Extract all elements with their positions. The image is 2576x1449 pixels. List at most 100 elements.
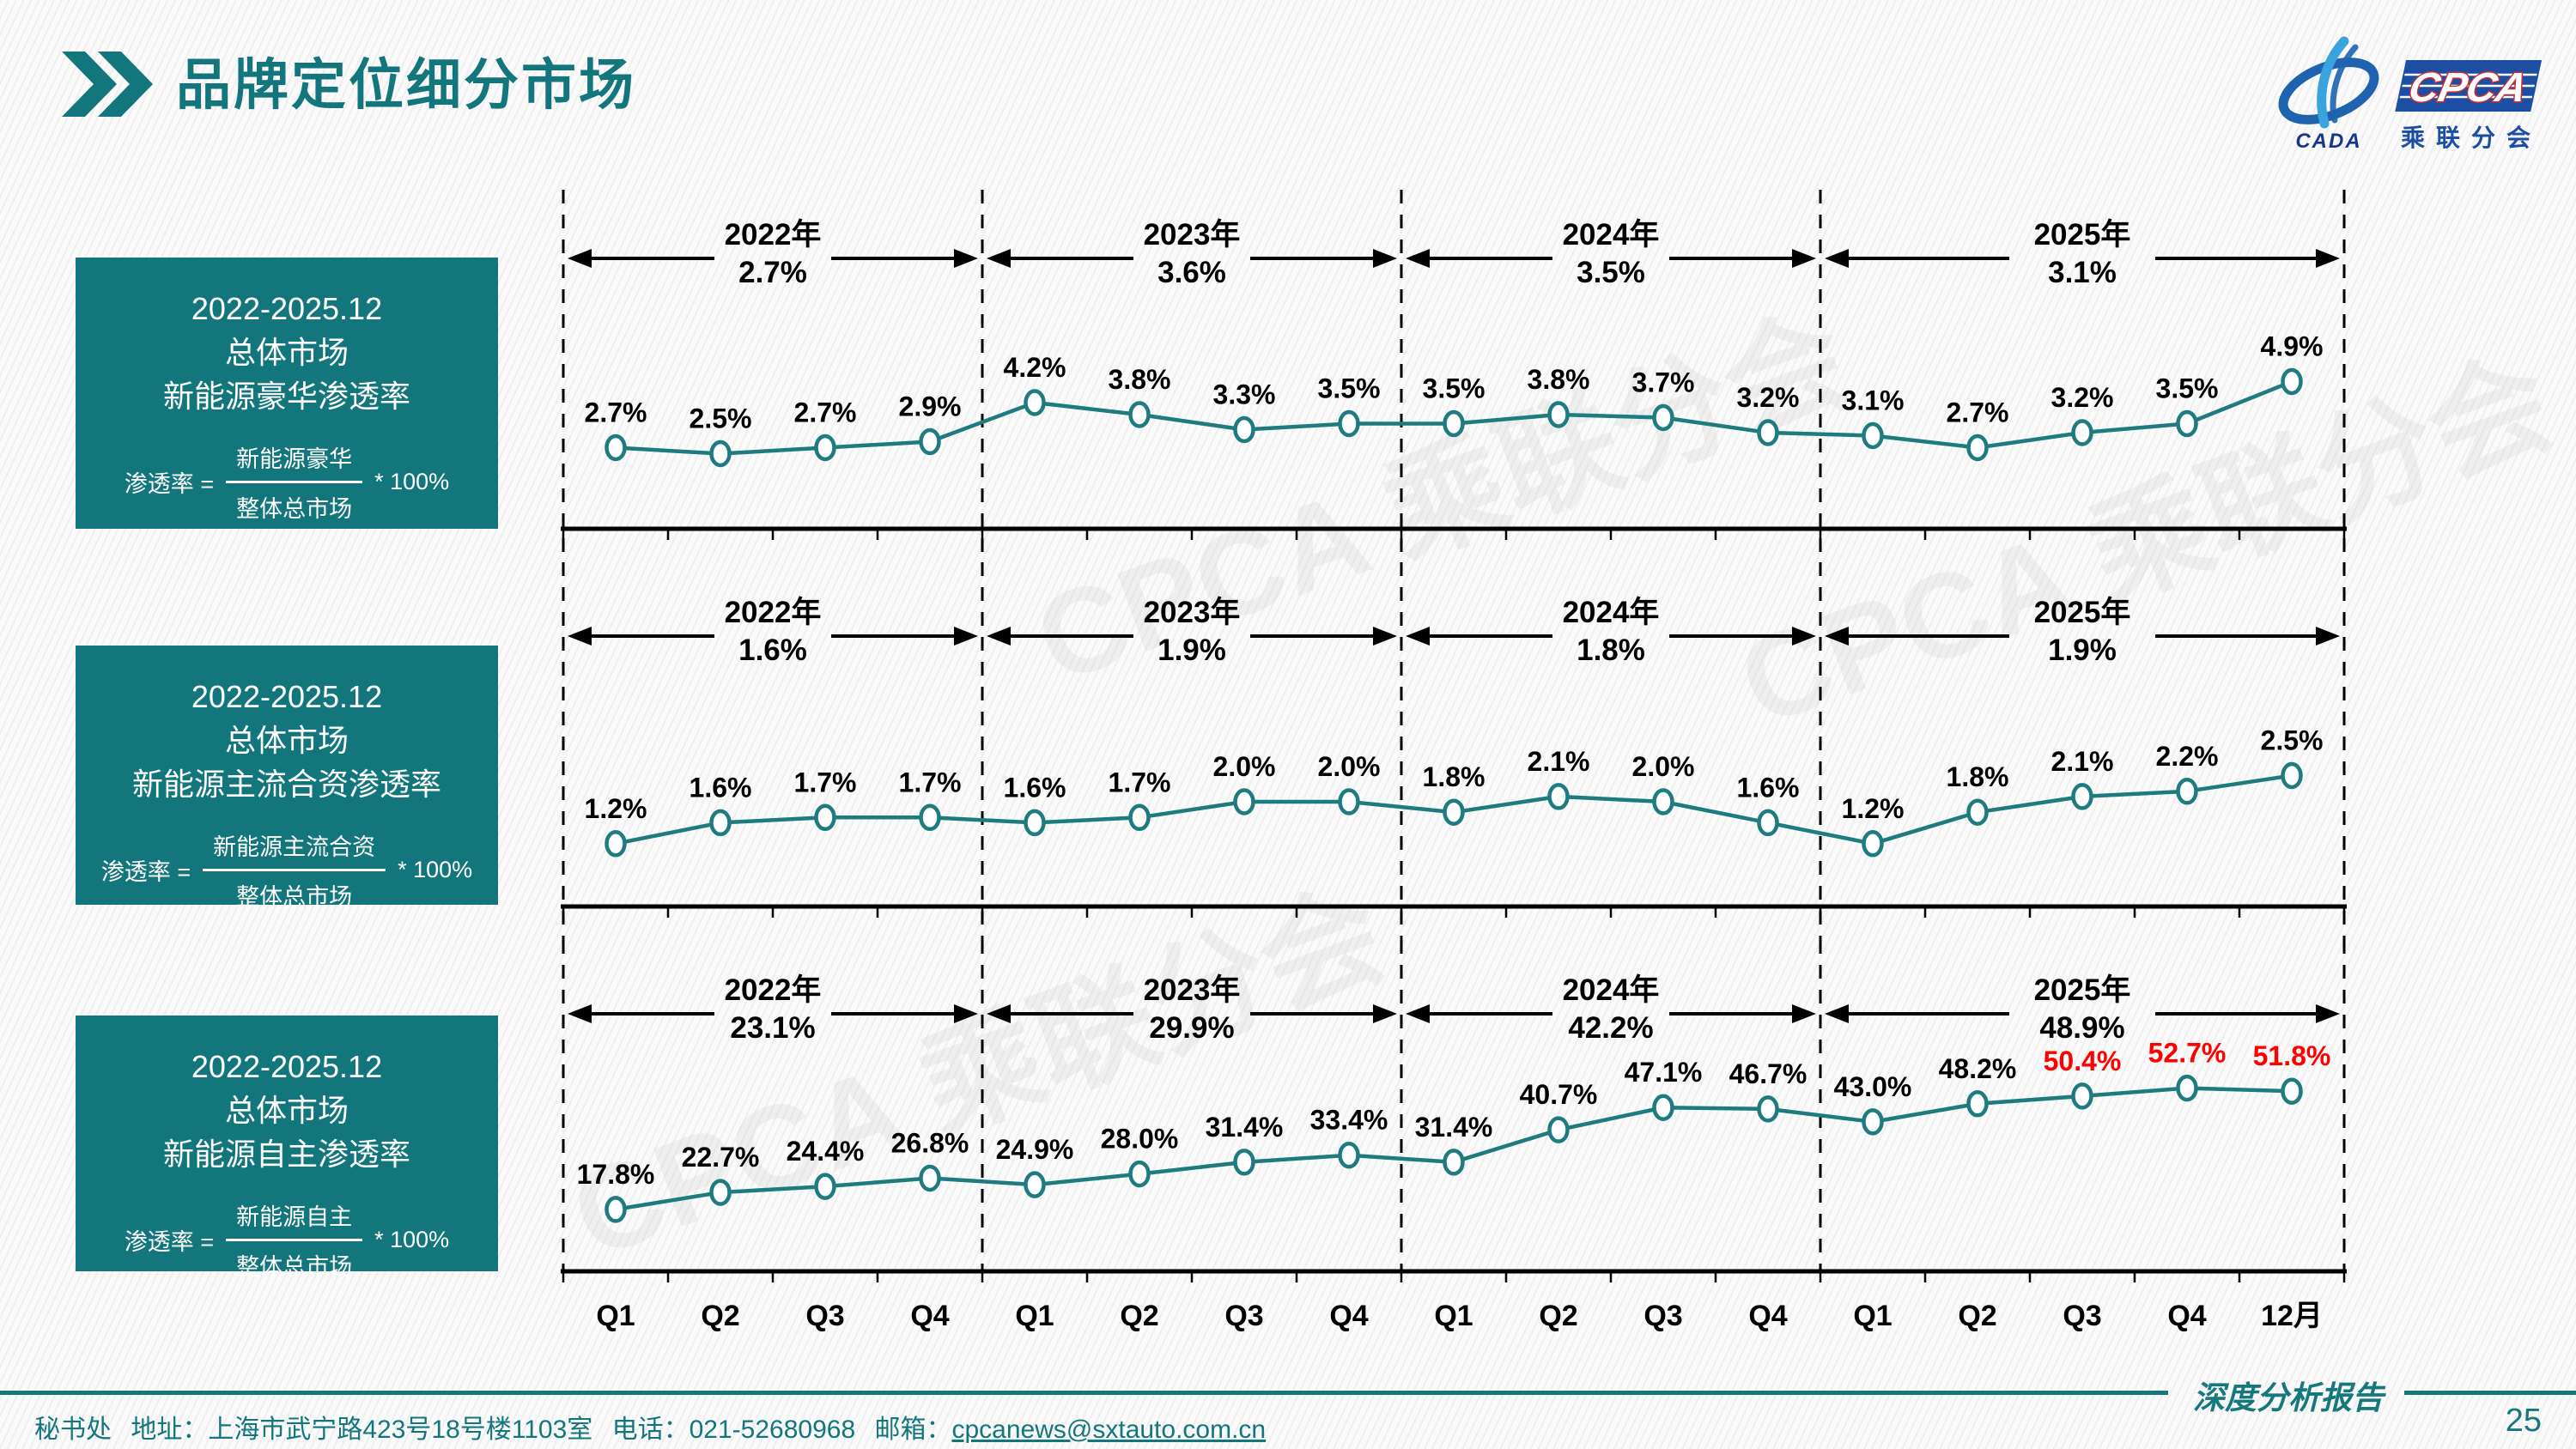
data-label: 3.8% (1528, 364, 1590, 395)
data-label: 2.5% (690, 403, 752, 434)
data-label: 3.1% (1842, 385, 1905, 416)
data-point-marker (919, 1164, 941, 1192)
footer-address: 地址：上海市武宁路423号18号楼1103室 (131, 1416, 593, 1444)
data-label: 46.7% (1729, 1058, 1807, 1089)
report-type: 深度分析报告 (2193, 1381, 2384, 1416)
data-label: 1.6% (1004, 772, 1066, 803)
right-arrowhead-icon (1792, 627, 1816, 646)
left-arrowhead-icon (568, 249, 592, 268)
data-point-marker (2281, 761, 2303, 790)
year-label: 2022年 (725, 596, 822, 629)
data-point-marker (1128, 803, 1151, 832)
info-box-nev-jv: 2022-2025.12 总体市场 新能源主流合资渗透率 渗透率 = 新能源主流… (76, 646, 498, 910)
data-point-marker (1757, 419, 1779, 446)
year-label: 2024年 (1563, 218, 1660, 252)
data-point-marker (814, 803, 836, 832)
left-arrowhead-icon (987, 627, 1011, 646)
title-chevron-icon (62, 52, 153, 117)
x-axis-label: Q4 (1329, 1300, 1368, 1332)
x-axis-label: Q1 (1434, 1300, 1473, 1332)
data-label: 43.0% (1834, 1071, 1912, 1102)
right-arrowhead-icon (1373, 249, 1397, 268)
data-label: 48.2% (1939, 1053, 2017, 1084)
data-label: 17.8% (577, 1159, 655, 1190)
right-arrowhead-icon (1792, 1004, 1816, 1023)
penetration-formula: 渗透率 = 新能源豪华 整体总市场 * 100% (76, 440, 498, 524)
data-label: 3.2% (2051, 382, 2114, 413)
data-point-marker (1024, 809, 1046, 837)
year-average-label: 1.6% (738, 634, 807, 667)
data-label: 2.1% (1528, 746, 1590, 777)
data-label: 1.6% (1737, 772, 1800, 803)
footer-divider-right (2404, 1391, 2576, 1395)
data-point-marker (1233, 1149, 1255, 1176)
footer-email-label: 邮箱： (874, 1416, 952, 1444)
data-label: 2.7% (794, 397, 857, 428)
data-label: 33.4% (1310, 1105, 1388, 1136)
year-label: 2022年 (725, 973, 822, 1007)
data-label: 1.7% (1109, 767, 1171, 797)
data-point-marker (2176, 1074, 2198, 1102)
left-arrowhead-icon (1406, 1004, 1430, 1023)
x-axis-label: Q2 (1539, 1300, 1577, 1332)
data-point-marker (1338, 1141, 1360, 1169)
x-axis-label: Q4 (2167, 1300, 2206, 1332)
data-point-marker (1443, 798, 1465, 826)
data-label: 24.9% (996, 1134, 1074, 1165)
data-label: 52.7% (2148, 1038, 2227, 1069)
data-point-marker (1443, 409, 1465, 438)
left-arrowhead-icon (1825, 249, 1849, 268)
data-label: 3.5% (2156, 373, 2219, 404)
info-box-title: 2022-2025.12 总体市场 新能源豪华渗透率 (162, 291, 410, 415)
data-label: 1.7% (794, 767, 857, 797)
chart-strip-domestic: 2022年 23.1% 2023年 29.9% 2024年 42.2% 2025年 48.9%… (515, 940, 2576, 1339)
info-box-nev-domestic: 2022-2025.12 总体市场 新能源自主渗透率 渗透率 = 新能源自主 整… (76, 1016, 498, 1280)
footer-divider-left (0, 1391, 2168, 1395)
year-average-label: 1.9% (1157, 634, 1226, 667)
data-point-marker (605, 433, 627, 462)
year-average-label: 3.5% (1577, 256, 1645, 289)
year-average-label: 23.1% (730, 1011, 815, 1045)
x-axis-label: Q3 (805, 1300, 844, 1332)
data-label: 2.0% (1318, 751, 1381, 782)
right-arrowhead-icon (1792, 249, 1816, 268)
data-point-marker (2176, 409, 2198, 438)
data-point-marker (2071, 783, 2093, 810)
data-point-marker (1862, 830, 1884, 858)
data-point-marker (709, 1179, 732, 1206)
year-label: 2025年 (2034, 218, 2131, 252)
cpca-text: CPCA (2405, 64, 2531, 110)
right-arrowhead-icon (2316, 249, 2340, 268)
footer-contact: 秘书处 地址：上海市武宁路423号18号楼1103室 电话：021-526809… (34, 1408, 1266, 1446)
cpca-logo: CADA CPCA 乘联分会 (2278, 36, 2542, 153)
year-label: 2023年 (1144, 596, 1241, 629)
data-point-marker (1862, 1108, 1884, 1136)
year-label: 2024年 (1563, 596, 1660, 629)
year-label: 2025年 (2034, 973, 2131, 1007)
year-average-label: 1.8% (1577, 634, 1645, 667)
chart-strip-jv: 2022年 1.6% 2023年 1.9% 2024年 1.8% 2025年 1.9% 1.2%… (515, 562, 2576, 940)
data-label: 1.8% (1423, 761, 1485, 792)
x-axis-label: Q2 (1958, 1300, 1996, 1332)
email-link[interactable]: cpcanews@sxtauto.com.cn (951, 1416, 1267, 1444)
cpca-wordmark: CPCA 乘联分会 (2395, 60, 2542, 151)
data-label: 1.2% (585, 793, 647, 824)
left-arrowhead-icon (987, 1004, 1011, 1023)
left-arrowhead-icon (1825, 627, 1849, 646)
data-point-marker (919, 427, 941, 456)
data-point-marker (1652, 1094, 1674, 1121)
year-average-label: 3.6% (1157, 256, 1226, 289)
data-point-marker (2281, 1077, 2303, 1105)
data-point-marker (1128, 401, 1151, 428)
x-axis-label: Q4 (1748, 1300, 1787, 1332)
data-label: 1.8% (1947, 761, 2009, 792)
x-axis-label: Q1 (1853, 1300, 1892, 1332)
year-average-label: 48.9% (2039, 1011, 2124, 1045)
data-label: 1.7% (899, 767, 962, 797)
data-label: 2.0% (1213, 751, 1276, 782)
data-label: 31.4% (1206, 1112, 1284, 1143)
data-label: 47.1% (1625, 1057, 1703, 1088)
footer-phone: 电话：021-52680968 (611, 1416, 856, 1444)
year-label: 2025年 (2034, 596, 2131, 629)
